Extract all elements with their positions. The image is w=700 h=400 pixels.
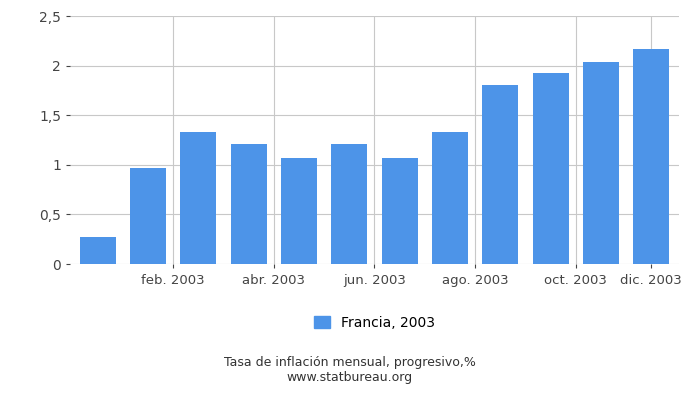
Bar (432, 132, 468, 264)
Legend: Francia, 2003: Francia, 2003 (314, 316, 435, 330)
Bar (634, 49, 669, 264)
Bar (80, 237, 116, 264)
Bar (180, 132, 216, 264)
Bar (533, 72, 569, 264)
Bar (281, 158, 317, 264)
Bar (130, 168, 166, 264)
Bar (482, 86, 519, 264)
Text: Tasa de inflación mensual, progresivo,%
www.statbureau.org: Tasa de inflación mensual, progresivo,% … (224, 356, 476, 384)
Bar (331, 144, 368, 264)
Bar (230, 144, 267, 264)
Bar (382, 158, 418, 264)
Bar (583, 62, 619, 264)
